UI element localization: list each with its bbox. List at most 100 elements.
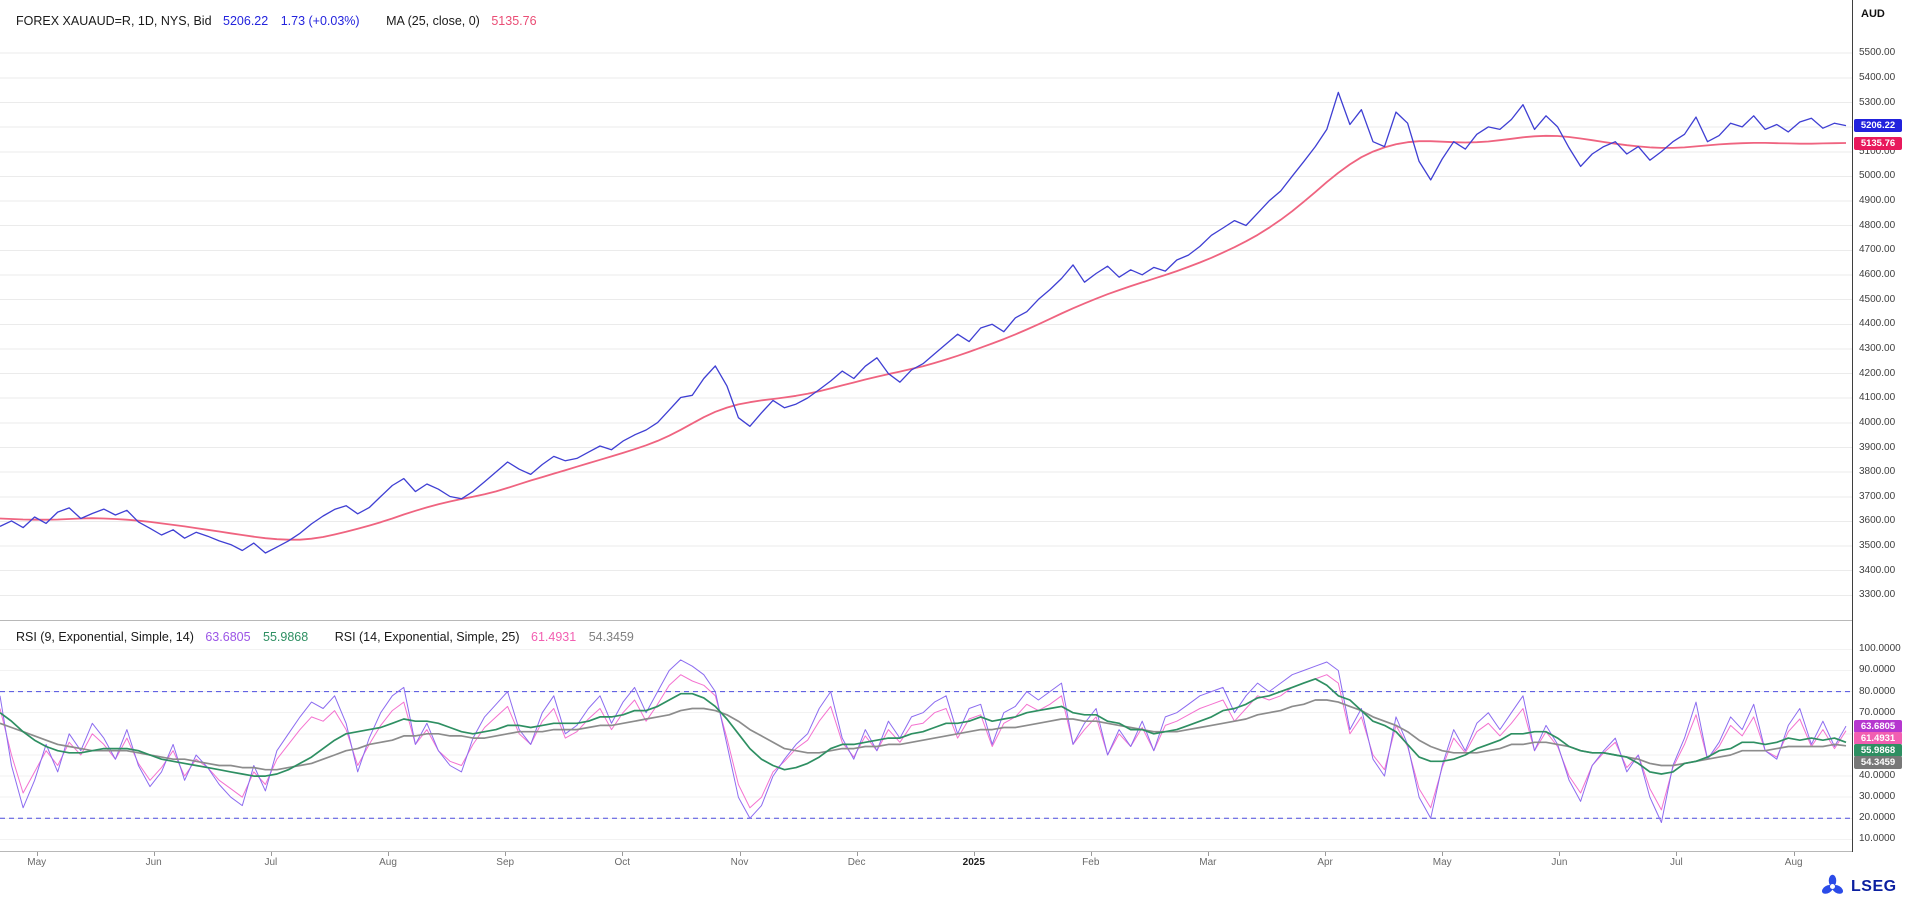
rsi-axis-label: 30.0000 — [1859, 791, 1896, 803]
price-axis-label: 4800.00 — [1859, 219, 1896, 231]
x-axis-month-label: Jun — [1551, 857, 1568, 868]
x-axis-tick — [856, 852, 858, 856]
ma-line — [0, 134, 1847, 541]
x-axis-month-label: Sep — [496, 857, 515, 868]
x-axis-month-label: Jul — [264, 857, 278, 868]
lseg-wordmark: LSEG — [1851, 877, 1897, 895]
lseg-logo-icon — [1821, 874, 1844, 894]
x-axis-tick — [505, 852, 507, 856]
price-axis-label: 3500.00 — [1859, 540, 1896, 552]
x-axis-tick — [622, 852, 624, 856]
price-axis-label: 4600.00 — [1859, 269, 1896, 281]
x-axis-month-label: May — [1432, 857, 1452, 868]
price-axis-label: 3600.00 — [1859, 515, 1896, 527]
x-axis-tick — [388, 852, 389, 856]
x-axis-month-label: 2025 — [962, 857, 985, 868]
x-axis-tick — [36, 852, 38, 856]
x-axis[interactable]: May Jun Jul Aug Sep Oct Nov Dec 2025 Feb Mar Apr May… — [0, 852, 1852, 876]
x-axis-month-label: Jul — [1669, 857, 1683, 868]
price-axis-label: 5100.00 — [1859, 145, 1896, 157]
rsi14-smooth-value: 54.3459 — [588, 630, 634, 644]
ma-indicator-label: MA (25, close, 0) — [386, 14, 480, 28]
x-axis-tick — [1442, 852, 1444, 856]
price-axis-label: 3700.00 — [1859, 490, 1896, 502]
x-axis-tick — [1090, 852, 1092, 856]
rsi14-line — [0, 674, 1847, 811]
bid-line — [0, 91, 1847, 554]
plot-area[interactable]: May Jun Jul Aug Sep Oct Nov Dec 2025 Feb Mar Apr May… — [0, 0, 1853, 905]
x-axis-tick — [1207, 852, 1209, 856]
price-change-value: 1.73 (+0.03%) — [280, 14, 360, 28]
price-axis-label: 4000.00 — [1859, 416, 1896, 428]
rsi9-badge: 63.6805 — [1854, 719, 1902, 733]
lseg-branding: LSEG — [1820, 874, 1897, 899]
price-axis-label: 5400.00 — [1859, 71, 1896, 83]
x-axis-tick — [1676, 852, 1678, 856]
x-axis-month-label: Aug — [1784, 857, 1803, 868]
price-axis-label: 4400.00 — [1859, 318, 1896, 330]
price-axis-label: 5300.00 — [1859, 96, 1896, 108]
rsi14-value: 61.4931 — [531, 630, 577, 644]
x-axis-tick — [739, 852, 741, 856]
price-axis-label: 3800.00 — [1859, 466, 1896, 478]
x-axis-month-label: Dec — [847, 857, 866, 868]
price-axis-label: 5500.00 — [1859, 47, 1896, 59]
x-axis-tick — [1559, 852, 1561, 856]
price-axis-label: 3400.00 — [1859, 564, 1896, 576]
rsi9-smooth-line — [0, 678, 1847, 777]
y-axis-separator-line — [1852, 0, 1853, 852]
rsi-axis-label: 100.0000 — [1859, 643, 1901, 655]
x-axis-month-label: Apr — [1317, 857, 1333, 868]
price-axis-label: 5000.00 — [1859, 170, 1896, 182]
x-axis-baseline — [0, 851, 1852, 852]
x-axis-month-label: May — [27, 857, 47, 868]
x-axis-month-label: Oct — [614, 857, 631, 868]
ma-price-badge: 5135.76 — [1854, 136, 1902, 150]
price-axis-label: 3300.00 — [1859, 589, 1896, 601]
x-axis-tick — [973, 852, 975, 856]
x-axis-month-label: Nov — [730, 857, 749, 868]
rsi-axis-label: 40.0000 — [1859, 770, 1896, 782]
price-axis-label: 4100.00 — [1859, 392, 1896, 404]
price-legend: FOREX XAUAUD=R, 1D, NYS, Bid 5206.22 1.7… — [12, 13, 550, 29]
rsi9-smooth-badge: 55.9868 — [1854, 743, 1902, 757]
panel-separator[interactable] — [0, 620, 1852, 621]
x-axis-month-label: Aug — [379, 857, 397, 868]
rsi14-smooth-badge: 54.3459 — [1854, 755, 1902, 769]
rsi-axis-label: 20.0000 — [1859, 812, 1896, 824]
price-axis-label: 3900.00 — [1859, 441, 1896, 453]
ma-value: 5135.76 — [491, 14, 537, 28]
price-axis-label: 4700.00 — [1859, 244, 1896, 256]
x-axis-tick — [1325, 852, 1327, 856]
price-axis-label: 4500.00 — [1859, 293, 1896, 305]
rsi14-badge: 61.4931 — [1854, 731, 1902, 745]
bid-price-badge: 5206.22 — [1854, 119, 1902, 133]
rsi-chart-panel[interactable] — [0, 624, 1852, 850]
rsi9-line — [0, 659, 1847, 823]
rsi-axis-label: 10.0000 — [1859, 833, 1896, 845]
x-axis-month-label: Mar — [1199, 857, 1217, 868]
rsi9-smooth-value: 55.9868 — [263, 630, 309, 644]
price-chart-panel[interactable] — [0, 36, 1852, 620]
rsi9-value: 63.6805 — [205, 630, 251, 644]
y-axis-column[interactable]: AUD 5500.005400.005300.005200.005100.005… — [1853, 0, 1916, 905]
rsi9-indicator-label: RSI (9, Exponential, Simple, 14) — [16, 630, 194, 644]
rsi14-smooth-line — [0, 699, 1847, 771]
rsi-legend: RSI (9, Exponential, Simple, 14) 63.6805… — [12, 629, 647, 645]
last-price-value: 5206.22 — [223, 14, 269, 28]
x-axis-month-label: Jun — [145, 857, 162, 868]
price-axis-label: 4900.00 — [1859, 195, 1896, 207]
x-axis-month-label: Feb — [1082, 857, 1100, 868]
instrument-title: FOREX XAUAUD=R, 1D, NYS, Bid — [16, 14, 212, 28]
rsi-axis-label: 70.0000 — [1859, 706, 1896, 718]
rsi-axis-label: 80.0000 — [1859, 685, 1896, 697]
rsi14-indicator-label: RSI (14, Exponential, Simple, 25) — [334, 630, 520, 644]
x-axis-tick — [1793, 852, 1795, 856]
price-axis-label: 4300.00 — [1859, 342, 1896, 354]
x-axis-tick — [270, 852, 272, 856]
rsi-axis-label: 90.0000 — [1859, 664, 1896, 676]
currency-label: AUD — [1861, 8, 1885, 20]
x-axis-tick — [153, 852, 155, 856]
price-axis-label: 4200.00 — [1859, 367, 1896, 379]
